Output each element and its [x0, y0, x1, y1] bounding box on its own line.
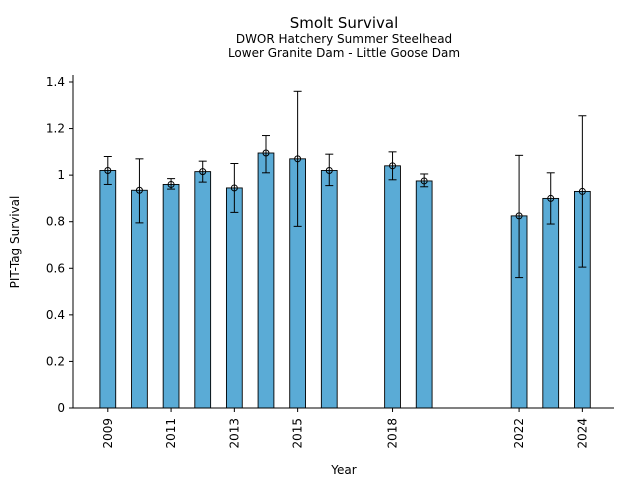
chart-subtitle-line-1: DWOR Hatchery Summer Steelhead — [236, 32, 452, 46]
y-tick-label: 0.2 — [46, 354, 65, 368]
y-tick-label: 1.2 — [46, 122, 65, 136]
chart-subtitle-line-2: Lower Granite Dam - Little Goose Dam — [228, 46, 460, 60]
point-marker-2011 — [167, 180, 175, 188]
bar-2018 — [384, 165, 401, 409]
x-tick-label: 2011 — [164, 418, 178, 449]
point-marker-2015 — [294, 155, 302, 163]
x-tick-label: 2015 — [291, 418, 305, 449]
point-marker-2022 — [515, 212, 523, 220]
point-marker-2016 — [325, 166, 333, 174]
chart-title: Smolt Survival — [290, 14, 399, 32]
axes-layer — [72, 75, 614, 409]
y-axis-label: PIT-Tag Survival — [8, 196, 22, 289]
y-tick-label: 0.8 — [46, 215, 65, 229]
bars-layer — [99, 90, 591, 409]
point-marker-2024 — [578, 187, 586, 195]
x-tick-label: 2009 — [101, 418, 115, 449]
y-tick-label: 0 — [57, 401, 65, 415]
bar-2019 — [415, 180, 433, 409]
bar-2014 — [257, 152, 275, 409]
point-marker-2018 — [389, 162, 397, 170]
y-tick-label: 0.6 — [46, 261, 65, 275]
x-axis-label: Year — [330, 463, 356, 477]
x-tick-label: 2022 — [512, 418, 526, 449]
y-tick-label: 0.4 — [46, 308, 65, 322]
y-tick-label: 1.4 — [46, 75, 65, 89]
x-tick-label: 2018 — [386, 418, 400, 449]
ticks-layer: 0 0.2 0.4 0.6 0.8 1 1.2 1.4 2009 2011 2013 2015 2018… — [46, 75, 589, 449]
point-marker-2013 — [230, 184, 238, 192]
y-tick-label: 1 — [57, 168, 65, 182]
bar-2016 — [320, 170, 338, 409]
point-marker-2023 — [547, 194, 555, 202]
bar-2011 — [162, 183, 180, 409]
bar-2009 — [99, 170, 117, 409]
x-tick-label: 2024 — [575, 418, 589, 449]
point-marker-2019 — [420, 177, 428, 185]
point-marker-2010 — [135, 186, 143, 194]
point-marker-2009 — [104, 166, 112, 174]
point-marker-2012 — [199, 168, 207, 176]
bar-2013 — [225, 187, 243, 409]
point-marker-2014 — [262, 149, 270, 157]
x-tick-label: 2013 — [227, 418, 241, 449]
bar-2023 — [542, 197, 560, 409]
bar-2012 — [194, 171, 212, 409]
